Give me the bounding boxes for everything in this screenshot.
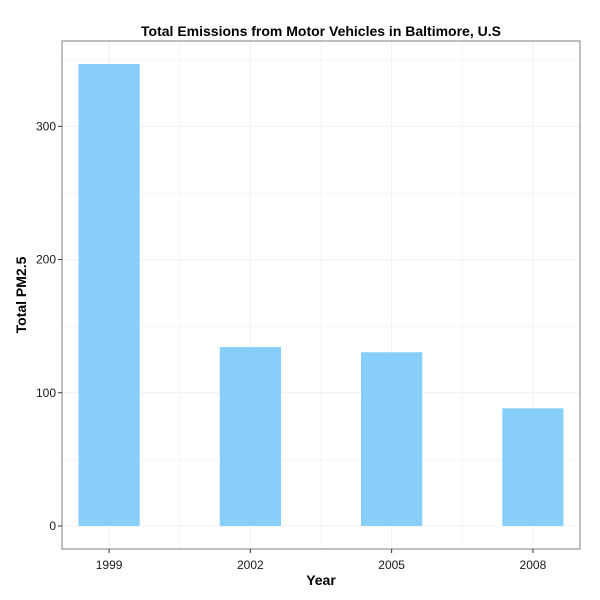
- x-axis-title: Year: [306, 572, 336, 588]
- panel-border: [61, 40, 581, 550]
- bar-layer: [78, 64, 564, 526]
- grid-layer: [62, 41, 580, 549]
- y-tick-label: 300: [36, 119, 56, 133]
- x-tick-label: 2005: [378, 558, 405, 572]
- x-tick-label: 2008: [520, 558, 547, 572]
- y-tick-label: 0: [49, 519, 56, 533]
- x-axis: 1999 2002 2005 2008: [96, 549, 547, 572]
- y-tick-label: 100: [36, 386, 56, 400]
- bar-2002: [219, 347, 281, 526]
- bar-2005: [361, 352, 423, 526]
- y-axis-title: Total PM2.5: [13, 256, 29, 333]
- bar-2008: [502, 408, 564, 526]
- y-axis: 0 100 200 300: [36, 119, 62, 533]
- x-tick-label: 1999: [96, 558, 123, 572]
- bar-1999: [78, 64, 140, 526]
- y-tick-label: 200: [36, 253, 56, 267]
- x-tick-label: 2002: [237, 558, 264, 572]
- chart-title: Total Emissions from Motor Vehicles in B…: [141, 23, 501, 39]
